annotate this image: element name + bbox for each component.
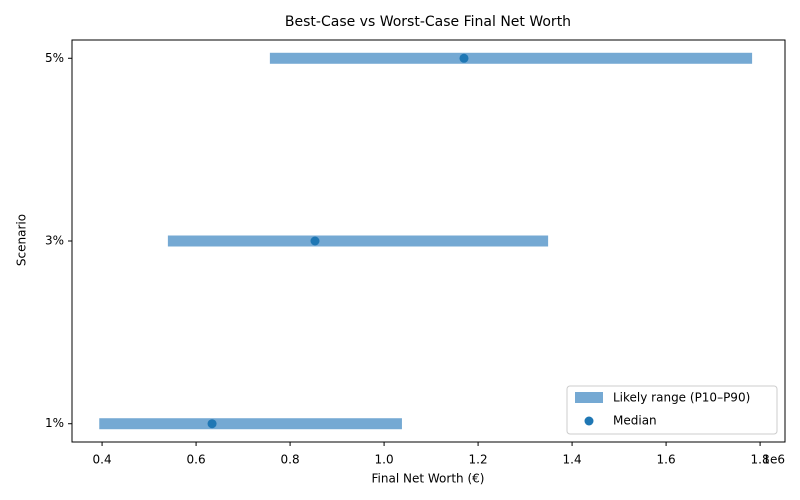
y-tick-label: 3% — [45, 234, 64, 248]
x-tick-label: 1.6 — [657, 453, 676, 467]
legend-box — [566, 385, 778, 435]
y-axis-label: Scenario — [15, 214, 29, 266]
x-axis-label: Final Net Worth (€) — [372, 472, 485, 486]
y-tick-label: 1% — [45, 416, 64, 430]
x-tick-label: 1.4 — [563, 453, 582, 467]
median-point — [459, 53, 469, 63]
x-tick-label: 0.4 — [93, 453, 112, 467]
x-tick-label: 1.8 — [751, 453, 770, 467]
median-point — [207, 419, 217, 429]
x-tick-label: 1.0 — [375, 453, 394, 467]
legend-label: Median — [613, 414, 657, 428]
legend-swatch — [575, 392, 603, 403]
y-tick-label: 5% — [45, 51, 64, 65]
range-bar — [269, 52, 753, 64]
legend-marker — [584, 416, 594, 426]
range-bar — [167, 235, 549, 247]
x-tick-label: 0.8 — [281, 453, 300, 467]
x-tick-label: 1.2 — [469, 453, 488, 467]
x-tick-label: 0.6 — [187, 453, 206, 467]
chart-title: Best-Case vs Worst-Case Final Net Worth — [285, 14, 571, 30]
range-bar — [99, 418, 402, 430]
plot-frame — [71, 39, 786, 443]
median-point — [310, 236, 320, 246]
legend-label: Likely range (P10–P90) — [613, 391, 750, 405]
x-offset-label: 1e6 — [762, 453, 785, 467]
